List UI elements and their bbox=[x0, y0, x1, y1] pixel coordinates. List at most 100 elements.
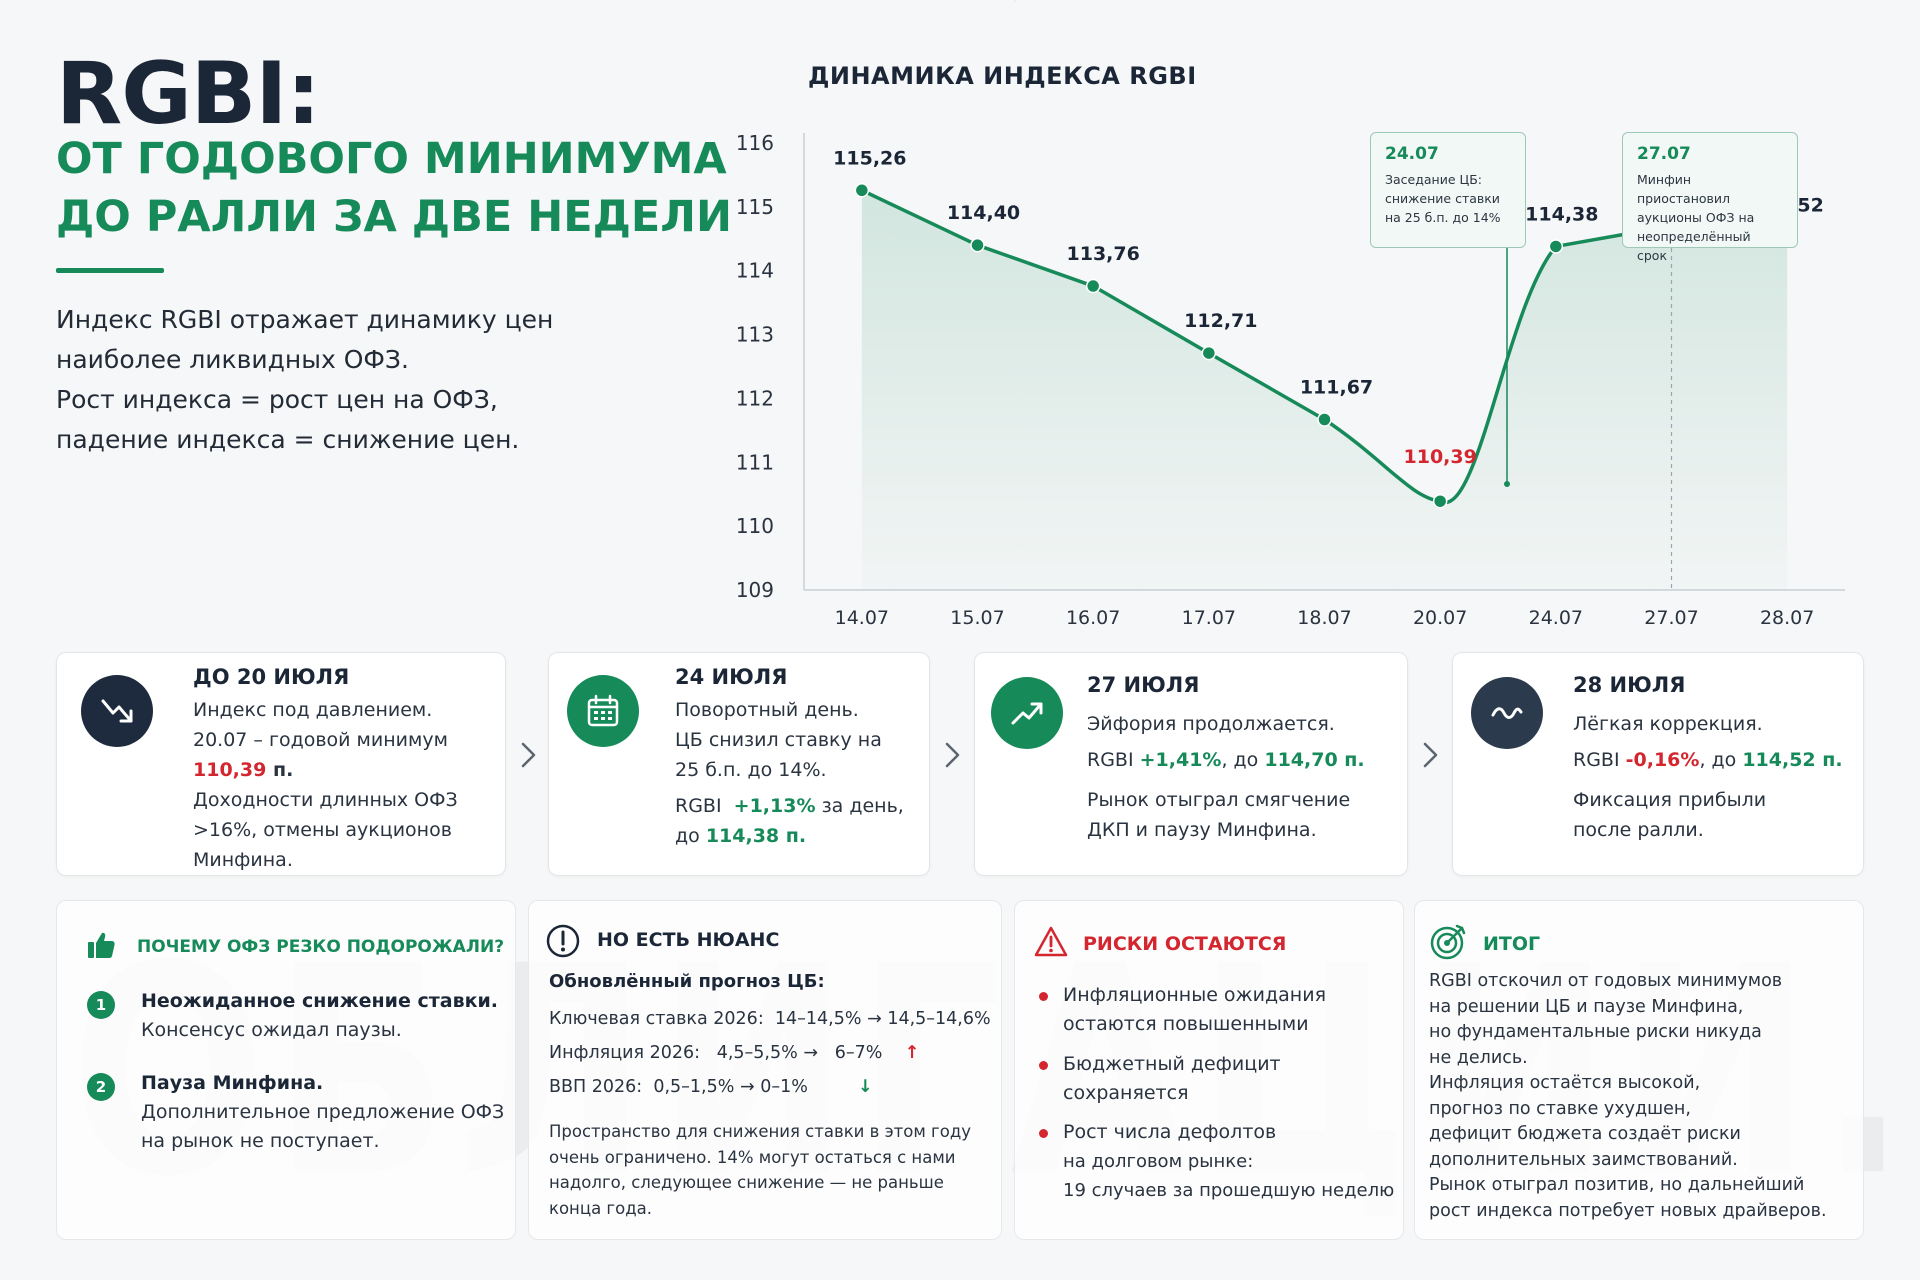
change-value: -0,16% bbox=[1625, 749, 1700, 771]
x-tick-label: 24.07 bbox=[1529, 607, 1583, 629]
trend-down-icon bbox=[81, 675, 153, 747]
data-point-marker bbox=[1504, 480, 1510, 487]
why-item: Неожиданное снижение ставки. Консенсус о… bbox=[141, 987, 511, 1045]
panel-title: РИСКИ ОСТАЮТСЯ bbox=[1083, 933, 1287, 955]
card-body: Индекс под давлением. 20.07 – годовой ми… bbox=[193, 695, 493, 875]
why-item: Пауза Минфина. Дополнительное предложени… bbox=[141, 1069, 511, 1156]
data-label: 113,76 bbox=[1067, 243, 1140, 265]
x-tick-label: 18.07 bbox=[1297, 607, 1351, 629]
rgbi-line-chart: 116 115 114 113 112 111 110 109 14.07 15.07 16.07 1… bbox=[736, 131, 1845, 629]
index-name: RGBI bbox=[1087, 749, 1134, 771]
timeline-card-27-july: 27 ИЮЛЯ Эйфория продолжается. RGBI +1,41… bbox=[974, 652, 1408, 876]
subtitle-line-2: ДО РАЛЛИ ЗА ДВЕ НЕДЕЛИ bbox=[56, 192, 732, 242]
card-title: 27 ИЮЛЯ bbox=[1087, 673, 1200, 697]
card-title: 28 ИЮЛЯ bbox=[1573, 673, 1686, 697]
intro-line: Рост индекса = рост цен на ОФЗ, bbox=[56, 385, 498, 414]
y-tick-label: 111 bbox=[736, 450, 774, 474]
card-line: Рынок отыграл смягчение bbox=[1087, 789, 1351, 811]
annotation-line: неопределённый срок bbox=[1637, 229, 1751, 263]
card-body: Лёгкая коррекция. RGBI -0,16%, до 114,52… bbox=[1573, 709, 1858, 845]
x-tick-label: 17.07 bbox=[1182, 607, 1236, 629]
data-point bbox=[970, 237, 985, 253]
y-tick-label: 116 bbox=[736, 131, 774, 155]
card-line: Эйфория продолжается. bbox=[1087, 713, 1335, 735]
annotation-date: 24.07 bbox=[1385, 144, 1439, 164]
why-panel: ПОЧЕМУ ОФЗ РЕЗКО ПОДОРОЖАЛИ? 1 Неожиданн… bbox=[56, 900, 516, 1240]
target-icon bbox=[1430, 924, 1466, 960]
y-tick-label: 113 bbox=[736, 323, 774, 347]
index-name: RGBI bbox=[675, 795, 722, 817]
timeline-card-28-july: 28 ИЮЛЯ Лёгкая коррекция. RGBI -0,16%, д… bbox=[1452, 652, 1864, 876]
card-line: >16%, отмены аукционов bbox=[193, 819, 452, 841]
card-line: Минфина. bbox=[193, 849, 293, 871]
card-line: ЦБ снизил ставку на bbox=[675, 729, 882, 751]
forecast-row-rate: Ключевая ставка 2026: 14–14,5% → 14,5–14… bbox=[549, 1009, 991, 1029]
x-tick-label: 20.07 bbox=[1413, 607, 1467, 629]
item-head: Пауза Минфина. bbox=[141, 1072, 324, 1094]
annotation-line: Заседание ЦБ: bbox=[1385, 172, 1482, 187]
bullet bbox=[1039, 992, 1048, 1001]
data-point bbox=[1085, 278, 1101, 294]
panel-title: НО ЕСТЬ НЮАНС bbox=[597, 929, 780, 951]
calendar-icon bbox=[567, 675, 639, 747]
index-value: 114,70 п. bbox=[1264, 749, 1365, 771]
item-text: Консенсус ожидал паузы. bbox=[141, 1019, 402, 1041]
change-value: +1,41% bbox=[1139, 749, 1222, 771]
annotation-line: на 25 б.п. до 14% bbox=[1385, 210, 1501, 225]
data-point bbox=[854, 183, 870, 198]
timeline-card-24-july: 24 ИЮЛЯ Поворотный день. ЦБ снизил ставк… bbox=[548, 652, 930, 876]
annotation-line: аукционы ОФЗ на bbox=[1637, 210, 1755, 225]
card-title: 24 ИЮЛЯ bbox=[675, 665, 788, 689]
intro-line: Индекс RGBI отражает динамику цен bbox=[56, 305, 554, 334]
nuance-panel: НО ЕСТЬ НЮАНС Обновлённый прогноз ЦБ: Кл… bbox=[528, 900, 1002, 1240]
card-line: Доходности длинных ОФЗ bbox=[193, 789, 458, 811]
card-body: Поворотный день. ЦБ снизил ставку на 25 … bbox=[675, 695, 925, 851]
card-line: 25 б.п. до 14%. bbox=[675, 759, 827, 781]
data-label: 115,26 bbox=[833, 147, 906, 169]
nuance-note: Пространство для снижения ставки в этом … bbox=[549, 1122, 971, 1218]
card-line: после ралли. bbox=[1573, 819, 1704, 841]
index-value: 114,38 п. bbox=[705, 825, 807, 847]
chevron-right-icon bbox=[1423, 742, 1438, 768]
intro-text: Индекс RGBI отражает динамику цен наибол… bbox=[56, 300, 696, 460]
data-label: 114,40 bbox=[947, 202, 1020, 224]
x-tick-label: 28.07 bbox=[1760, 607, 1814, 629]
title-divider bbox=[56, 268, 164, 273]
index-name: RGBI bbox=[1573, 749, 1620, 771]
arrow-up-icon: ↑ bbox=[904, 1043, 920, 1063]
card-line: Поворотный день. bbox=[675, 699, 859, 721]
item-text: Дополнительное предложение ОФЗ bbox=[141, 1101, 505, 1123]
data-label: 114,38 bbox=[1525, 203, 1598, 225]
forecast-table: Ключевая ставка 2026: 14–14,5% → 14,5–14… bbox=[549, 1002, 999, 1104]
annotation-date: 27.07 bbox=[1637, 144, 1691, 164]
panel-title: ПОЧЕМУ ОФЗ РЕЗКО ПОДОРОЖАЛИ? bbox=[137, 937, 505, 957]
page-title: RGBI: bbox=[56, 44, 321, 144]
intro-line: падение индекса = снижение цен. bbox=[56, 425, 520, 454]
card-line: RGBI +1,41%, до 114,70 п. bbox=[1087, 745, 1399, 775]
y-tick-label: 112 bbox=[736, 386, 774, 410]
intro-line: наиболее ликвидных ОФЗ. bbox=[56, 345, 409, 374]
thumbs-up-icon bbox=[88, 932, 115, 958]
y-tick-label: 115 bbox=[736, 195, 774, 219]
risk-item: Рост числа дефолтов на долговом рынке: 19 … bbox=[1063, 1121, 1395, 1201]
x-tick-label: 27.07 bbox=[1644, 607, 1698, 629]
annotation-cb-meeting: 24.07 Заседание ЦБ: снижение ставки на 2… bbox=[1370, 132, 1526, 248]
annotation-line: снижение ставки bbox=[1385, 191, 1500, 206]
chevron-right-icon bbox=[945, 742, 960, 768]
wave-icon bbox=[1471, 677, 1543, 749]
data-label: 110,39 bbox=[1404, 446, 1477, 468]
change-suffix: за день, bbox=[821, 795, 904, 817]
panel-title: ИТОГ bbox=[1483, 933, 1541, 955]
risk-item: Инфляционные ожидания остаются повышенным… bbox=[1063, 984, 1327, 1035]
forecast-row-gdp: ВВП 2026: 0,5–1,5% → 0–1% ↓ bbox=[549, 1077, 873, 1097]
card-line: 20.07 – годовой минимум bbox=[193, 729, 448, 751]
min-value: 110,39 bbox=[193, 759, 267, 781]
chart-title: ДИНАМИКА ИНДЕКСА RGBI bbox=[808, 62, 1197, 90]
x-tick-label: 16.07 bbox=[1066, 607, 1120, 629]
card-line: Фиксация прибыли bbox=[1573, 789, 1767, 811]
to-text: , до bbox=[1221, 749, 1259, 771]
y-tick-label: 110 bbox=[736, 514, 774, 538]
to-text: до bbox=[675, 825, 700, 847]
card-body: Эйфория продолжается. RGBI +1,41%, до 11… bbox=[1087, 709, 1399, 845]
subtitle-line-1: ОТ ГОДОВОГО МИНИМУМА bbox=[56, 134, 727, 184]
